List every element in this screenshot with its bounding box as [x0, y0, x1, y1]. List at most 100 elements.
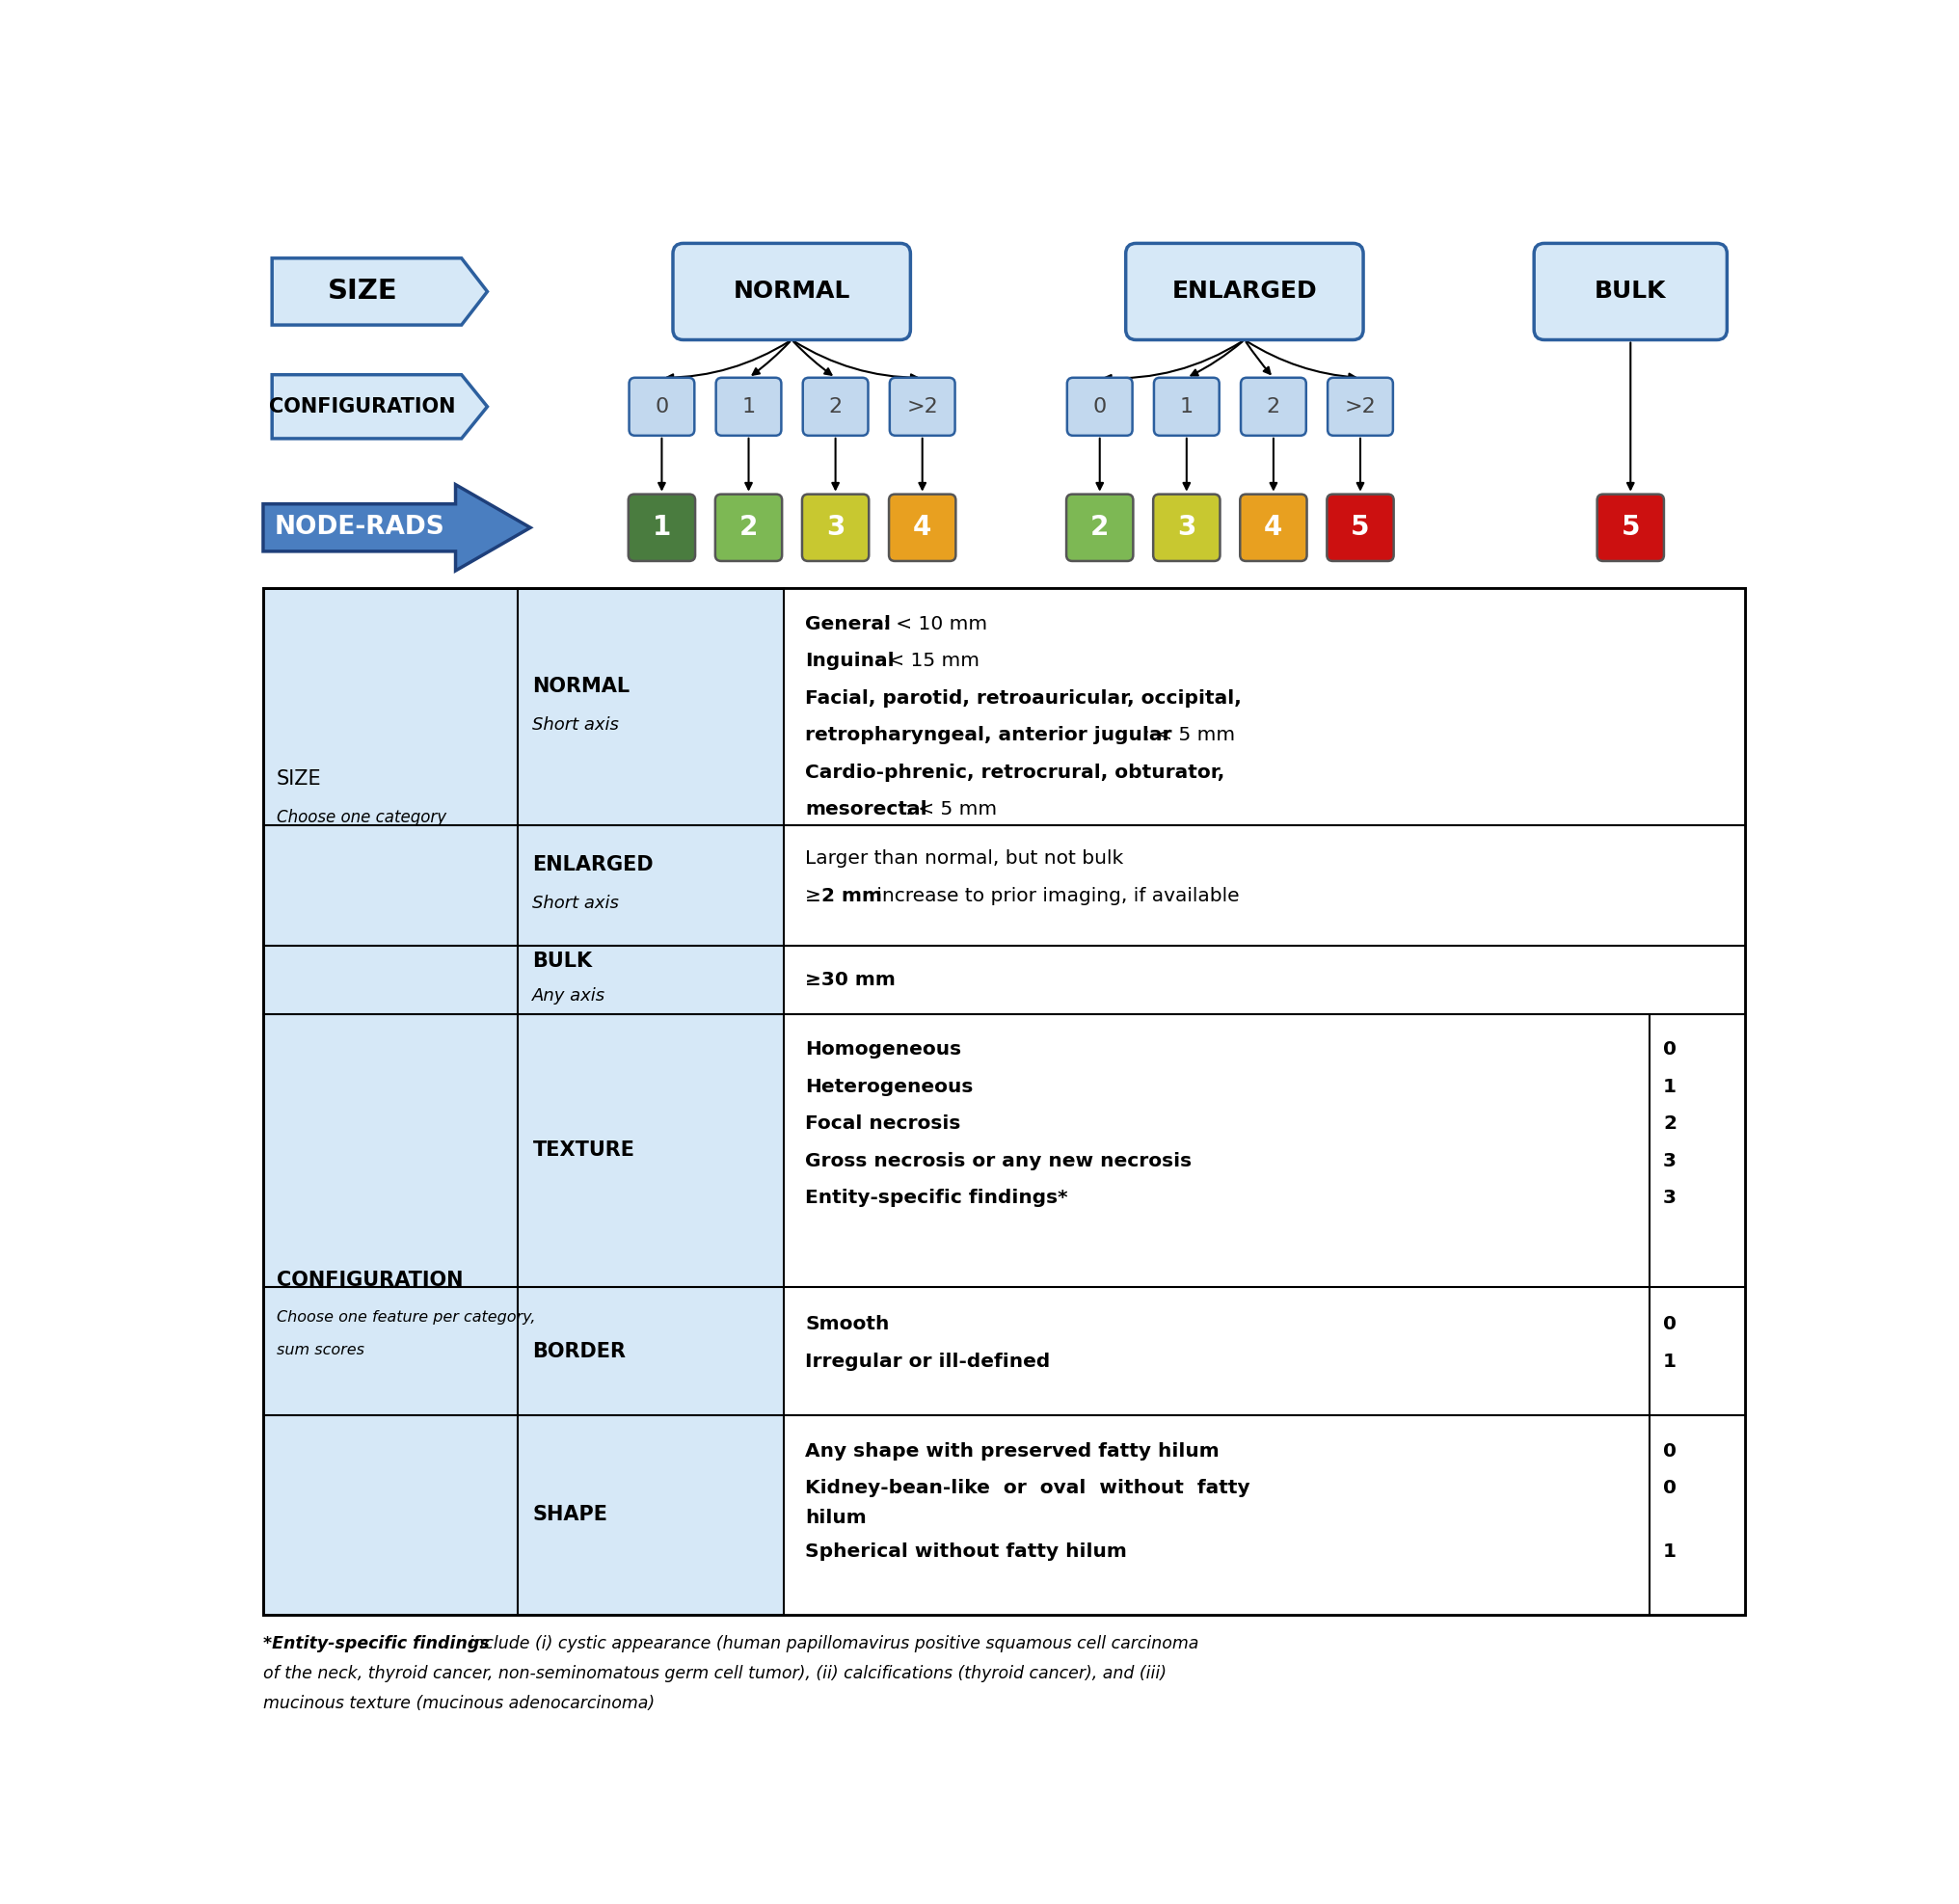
Text: CONFIGURATION: CONFIGURATION	[268, 398, 456, 417]
Text: Any shape with preserved fatty hilum: Any shape with preserved fatty hilum	[805, 1441, 1218, 1460]
Text: 0: 0	[1663, 1316, 1677, 1333]
Text: SIZE: SIZE	[276, 769, 321, 788]
Text: >2: >2	[907, 398, 938, 417]
Text: Short axis: Short axis	[533, 895, 619, 912]
Text: Facial, parotid, retroauricular, occipital,: Facial, parotid, retroauricular, occipit…	[805, 689, 1242, 708]
Text: ≥: ≥	[805, 887, 827, 904]
Text: Gross necrosis or any new necrosis: Gross necrosis or any new necrosis	[805, 1152, 1191, 1169]
FancyBboxPatch shape	[1328, 377, 1393, 436]
Text: 5: 5	[1352, 514, 1369, 541]
FancyBboxPatch shape	[889, 377, 954, 436]
Text: 2: 2	[1267, 398, 1281, 417]
FancyBboxPatch shape	[1597, 495, 1663, 562]
FancyBboxPatch shape	[801, 495, 870, 562]
Text: Irregular or ill-defined: Irregular or ill-defined	[805, 1352, 1050, 1371]
Text: ENLARGED: ENLARGED	[1171, 280, 1316, 303]
Text: increase to prior imaging, if available: increase to prior imaging, if available	[870, 887, 1240, 904]
Text: >2: >2	[1344, 398, 1375, 417]
Text: 2: 2	[739, 514, 758, 541]
Text: 3: 3	[827, 514, 844, 541]
FancyBboxPatch shape	[1240, 377, 1307, 436]
Text: Smooth: Smooth	[805, 1316, 889, 1333]
Text: mucinous texture (mucinous adenocarcinoma): mucinous texture (mucinous adenocarcinom…	[263, 1695, 654, 1712]
Text: NORMAL: NORMAL	[733, 280, 850, 303]
FancyBboxPatch shape	[715, 495, 782, 562]
Polygon shape	[272, 259, 488, 326]
FancyBboxPatch shape	[1154, 495, 1220, 562]
Text: SIZE: SIZE	[327, 278, 398, 305]
Text: ≥30 mm: ≥30 mm	[805, 971, 895, 988]
Text: 1: 1	[742, 398, 756, 417]
Text: ENLARGED: ENLARGED	[533, 855, 654, 874]
Text: Heterogeneous: Heterogeneous	[805, 1078, 974, 1097]
FancyBboxPatch shape	[803, 377, 868, 436]
Text: NORMAL: NORMAL	[533, 676, 631, 695]
Text: 1: 1	[1663, 1542, 1677, 1561]
Text: sum scores: sum scores	[276, 1342, 364, 1358]
FancyBboxPatch shape	[1068, 377, 1132, 436]
FancyBboxPatch shape	[784, 588, 1745, 1615]
Text: NODE-RADS: NODE-RADS	[274, 516, 445, 541]
Text: 0: 0	[1663, 1479, 1677, 1497]
FancyBboxPatch shape	[1154, 377, 1218, 436]
FancyBboxPatch shape	[715, 377, 782, 436]
FancyBboxPatch shape	[629, 495, 695, 562]
Text: Kidney-bean-like  or  oval  without  fatty: Kidney-bean-like or oval without fatty	[805, 1479, 1250, 1497]
Text: hilum: hilum	[805, 1508, 866, 1527]
Text: *Entity-specific findings: *Entity-specific findings	[263, 1636, 490, 1653]
Text: Inguinal: Inguinal	[805, 651, 895, 670]
FancyBboxPatch shape	[1126, 244, 1363, 339]
Text: : < 10 mm: : < 10 mm	[884, 615, 987, 634]
Text: 3: 3	[1663, 1152, 1677, 1169]
Text: BULK: BULK	[1595, 280, 1667, 303]
Text: CONFIGURATION: CONFIGURATION	[276, 1272, 462, 1291]
Text: 2 mm: 2 mm	[821, 887, 882, 904]
Text: 1: 1	[652, 514, 672, 541]
Text: 0: 0	[1663, 1441, 1677, 1460]
Text: BULK: BULK	[533, 952, 592, 971]
FancyBboxPatch shape	[1534, 244, 1728, 339]
Text: 0: 0	[1093, 398, 1107, 417]
Text: Choose one category: Choose one category	[276, 809, 447, 826]
FancyBboxPatch shape	[1066, 495, 1132, 562]
Text: 0: 0	[654, 398, 668, 417]
Text: of the neck, thyroid cancer, non-seminomatous germ cell tumor), (ii) calcificati: of the neck, thyroid cancer, non-seminom…	[263, 1664, 1166, 1683]
FancyBboxPatch shape	[629, 377, 693, 436]
FancyBboxPatch shape	[263, 588, 1745, 1615]
Text: Spherical without fatty hilum: Spherical without fatty hilum	[805, 1542, 1126, 1561]
Text: BORDER: BORDER	[533, 1342, 627, 1361]
Polygon shape	[272, 375, 488, 438]
Text: 2: 2	[1663, 1114, 1677, 1133]
Text: 5: 5	[1622, 514, 1640, 541]
Text: Larger than normal, but not bulk: Larger than normal, but not bulk	[805, 849, 1123, 868]
Text: include (i) cystic appearance (human papillomavirus positive squamous cell carci: include (i) cystic appearance (human pap…	[464, 1636, 1199, 1653]
Text: TEXTURE: TEXTURE	[533, 1140, 635, 1160]
Text: Homogeneous: Homogeneous	[805, 1040, 962, 1059]
Text: retropharyngeal, anterior jugular: retropharyngeal, anterior jugular	[805, 725, 1171, 744]
Text: 0: 0	[1663, 1040, 1677, 1059]
Text: 2: 2	[1091, 514, 1109, 541]
Text: 1: 1	[1663, 1352, 1677, 1371]
Text: 1: 1	[1663, 1078, 1677, 1097]
Text: Focal necrosis: Focal necrosis	[805, 1114, 960, 1133]
Text: 4: 4	[913, 514, 932, 541]
Text: General: General	[805, 615, 891, 634]
Polygon shape	[263, 486, 531, 571]
Text: Any axis: Any axis	[533, 988, 605, 1005]
Text: 3: 3	[1663, 1188, 1677, 1207]
Text: Short axis: Short axis	[533, 716, 619, 733]
FancyBboxPatch shape	[1326, 495, 1393, 562]
Text: Choose one feature per category,: Choose one feature per category,	[276, 1310, 535, 1325]
FancyBboxPatch shape	[672, 244, 911, 339]
Text: : < 15 mm: : < 15 mm	[876, 651, 980, 670]
Text: SHAPE: SHAPE	[533, 1506, 607, 1525]
FancyBboxPatch shape	[1240, 495, 1307, 562]
Text: 4: 4	[1264, 514, 1283, 541]
Text: Cardio-phrenic, retrocrural, obturator,: Cardio-phrenic, retrocrural, obturator,	[805, 764, 1224, 783]
FancyBboxPatch shape	[889, 495, 956, 562]
Text: : < 5 mm: : < 5 mm	[1144, 725, 1236, 744]
Text: 2: 2	[829, 398, 842, 417]
Text: : < 5 mm: : < 5 mm	[905, 800, 997, 819]
Text: Entity-specific findings*: Entity-specific findings*	[805, 1188, 1068, 1207]
Text: 3: 3	[1177, 514, 1195, 541]
